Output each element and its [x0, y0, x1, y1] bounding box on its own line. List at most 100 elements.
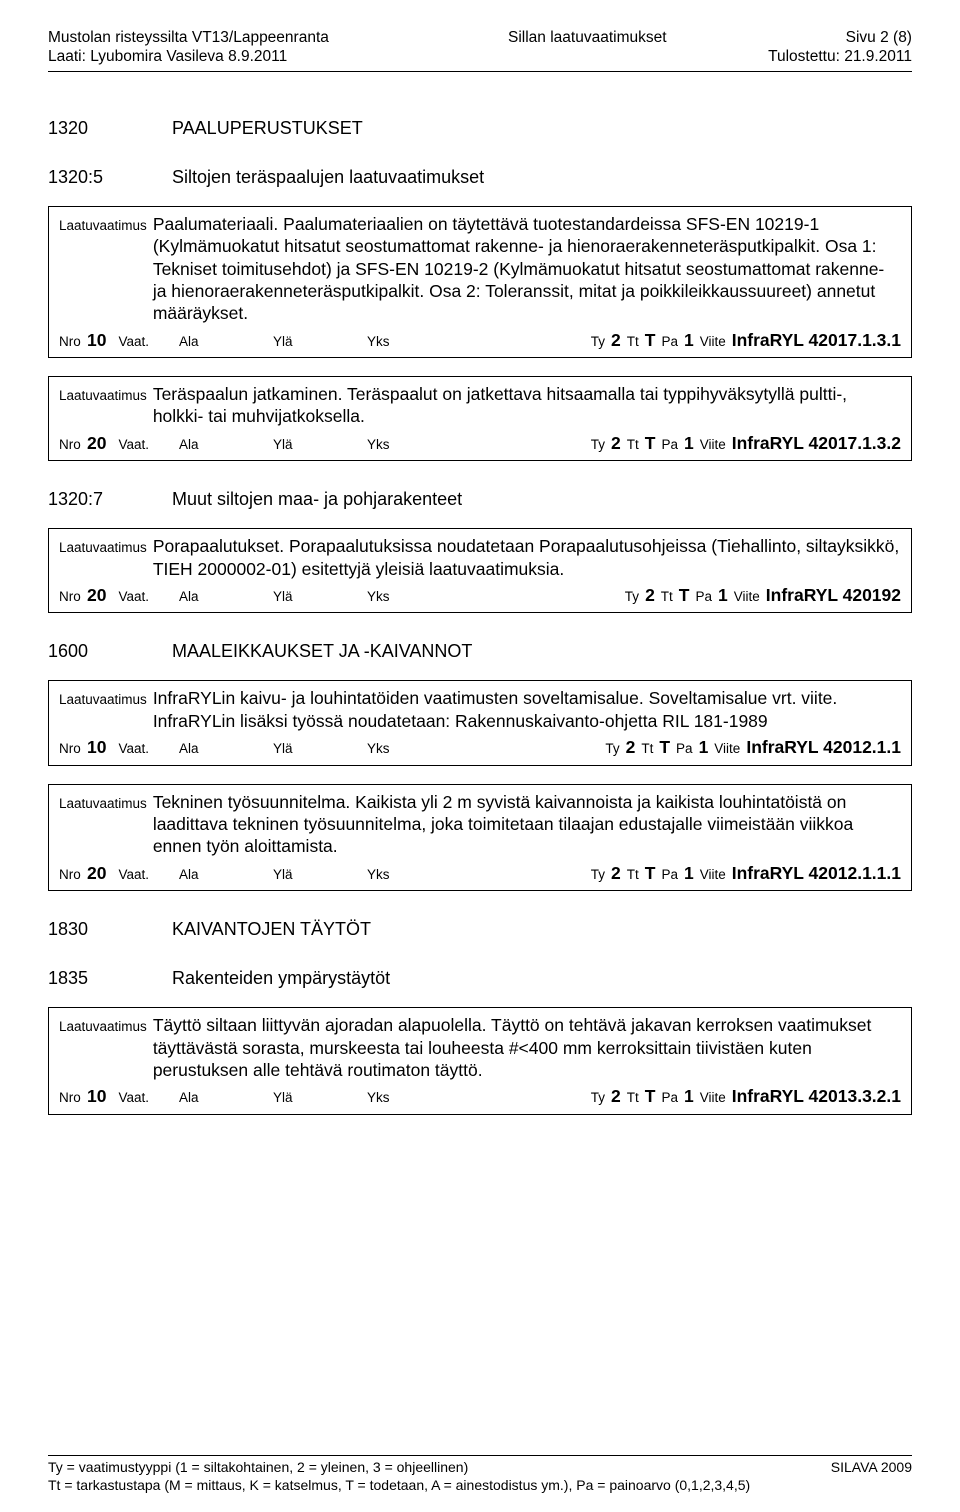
label-vaat: Vaat.	[118, 1089, 149, 1106]
label-viite: Viite	[734, 588, 760, 605]
label-yks: Yks	[367, 333, 403, 350]
label-tt: Tt	[661, 588, 673, 605]
value-ty: 2	[645, 584, 655, 606]
section-heading: 1320PAALUPERUSTUKSET	[48, 118, 912, 139]
label-vaat: Vaat.	[118, 333, 149, 350]
label-ala: Ala	[179, 866, 215, 883]
value-pa: 1	[684, 329, 694, 351]
label-ala: Ala	[179, 436, 215, 453]
entry-footer: Nro10Vaat.AlaYläYksTy2TtTPa1ViiteInfraRY…	[59, 329, 901, 351]
label-viite: Viite	[700, 866, 726, 883]
value-nro: 10	[87, 329, 106, 351]
header-right-1: Sivu 2 (8)	[846, 28, 912, 47]
label-yks: Yks	[367, 1089, 403, 1106]
value-ty: 2	[611, 329, 621, 351]
value-nro: 10	[87, 736, 106, 758]
entry-label: Laatuvaatimus	[59, 213, 153, 325]
label-nro: Nro	[59, 436, 83, 453]
label-viite: Viite	[714, 740, 740, 757]
entry-text: Paalumateriaali. Paalumateriaalien on tä…	[153, 213, 901, 325]
label-pa: Pa	[661, 866, 678, 883]
label-pa: Pa	[661, 1089, 678, 1106]
requirement-entry: LaatuvaatimusTeräspaalun jatkaminen. Ter…	[48, 376, 912, 461]
label-pa: Pa	[661, 333, 678, 350]
footer-left-1: Ty = vaatimustyyppi (1 = siltakohtainen,…	[48, 1459, 468, 1477]
section-title: Muut siltojen maa- ja pohjarakenteet	[172, 489, 462, 510]
header-rule	[48, 71, 912, 72]
section-number: 1600	[48, 641, 128, 662]
label-ty: Ty	[591, 1089, 605, 1106]
section-heading: 1600 MAALEIKKAUKSET JA -KAIVANNOT	[48, 641, 912, 662]
value-ty: 2	[611, 1085, 621, 1107]
label-yla: Ylä	[273, 436, 309, 453]
label-yla: Ylä	[273, 333, 309, 350]
entry-text: Tekninen työsuunnitelma. Kaikista yli 2 …	[153, 791, 901, 858]
label-yks: Yks	[367, 588, 403, 605]
section-title: Siltojen teräspaalujen laatuvaatimukset	[172, 167, 484, 188]
value-nro: 20	[87, 432, 106, 454]
value-nro: 20	[87, 862, 106, 884]
label-ala: Ala	[179, 333, 215, 350]
value-viite: InfraRYL 420192	[766, 584, 901, 606]
header-left-1: Mustolan risteyssilta VT13/Lappeenranta	[48, 28, 329, 47]
requirement-entry: LaatuvaatimusPorapaalutukset. Porapaalut…	[48, 528, 912, 613]
label-ty: Ty	[605, 740, 619, 757]
label-tt: Tt	[627, 866, 639, 883]
section-title: KAIVANTOJEN TÄYTÖT	[172, 919, 371, 940]
entry-text: InfraRYLin kaivu- ja louhintatöiden vaat…	[153, 687, 901, 732]
entry-label: Laatuvaatimus	[59, 687, 153, 732]
label-pa: Pa	[661, 436, 678, 453]
label-vaat: Vaat.	[118, 588, 149, 605]
section-title: Rakenteiden ympärystäytöt	[172, 968, 390, 989]
label-vaat: Vaat.	[118, 436, 149, 453]
header-center-1: Sillan laatuvaatimukset	[508, 28, 667, 47]
label-tt: Tt	[641, 740, 653, 757]
value-viite: InfraRYL 42012.1.1	[746, 736, 901, 758]
section-heading: 1835 Rakenteiden ympärystäytöt	[48, 968, 912, 989]
footer-left-2: Tt = tarkastustapa (M = mittaus, K = kat…	[48, 1477, 750, 1495]
section-heading: 1830KAIVANTOJEN TÄYTÖT	[48, 919, 912, 940]
label-nro: Nro	[59, 588, 83, 605]
value-nro: 20	[87, 584, 106, 606]
label-tt: Tt	[627, 333, 639, 350]
section-number: 1320	[48, 118, 128, 139]
value-tt: T	[645, 1085, 656, 1107]
label-ala: Ala	[179, 740, 215, 757]
entry-footer: Nro20Vaat.AlaYläYksTy2TtTPa1ViiteInfraRY…	[59, 432, 901, 454]
requirement-entry: LaatuvaatimusTekninen työsuunnitelma. Ka…	[48, 784, 912, 892]
value-viite: InfraRYL 42017.1.3.1	[732, 329, 901, 351]
section-heading: 1320:5Siltojen teräspaalujen laatuvaatim…	[48, 167, 912, 188]
entry-label: Laatuvaatimus	[59, 791, 153, 858]
value-pa: 1	[684, 862, 694, 884]
value-viite: InfraRYL 42012.1.1.1	[732, 862, 901, 884]
value-tt: T	[679, 584, 690, 606]
page-header: Mustolan risteyssilta VT13/Lappeenranta …	[48, 28, 912, 72]
label-yks: Yks	[367, 436, 403, 453]
label-yks: Yks	[367, 866, 403, 883]
value-tt: T	[645, 432, 656, 454]
label-viite: Viite	[700, 1089, 726, 1106]
requirement-entry: LaatuvaatimusPaalumateriaali. Paalumater…	[48, 206, 912, 358]
value-pa: 1	[699, 736, 709, 758]
label-nro: Nro	[59, 866, 83, 883]
value-pa: 1	[684, 432, 694, 454]
entry-footer: Nro20Vaat.AlaYläYksTy2TtTPa1ViiteInfraRY…	[59, 862, 901, 884]
value-tt: T	[645, 329, 656, 351]
value-tt: T	[659, 736, 670, 758]
label-ty: Ty	[625, 588, 639, 605]
label-ty: Ty	[591, 866, 605, 883]
value-pa: 1	[684, 1085, 694, 1107]
section-number: 1835	[48, 968, 128, 989]
label-ala: Ala	[179, 1089, 215, 1106]
label-tt: Tt	[627, 1089, 639, 1106]
label-yla: Ylä	[273, 866, 309, 883]
entry-footer: Nro10Vaat.AlaYläYksTy2TtTPa1ViiteInfraRY…	[59, 736, 901, 758]
label-ty: Ty	[591, 436, 605, 453]
entry-label: Laatuvaatimus	[59, 1014, 153, 1081]
requirement-entry: LaatuvaatimusTäyttö siltaan liittyvän aj…	[48, 1007, 912, 1115]
label-tt: Tt	[627, 436, 639, 453]
label-yla: Ylä	[273, 588, 309, 605]
entry-label: Laatuvaatimus	[59, 383, 153, 428]
entry-text: Porapaalutukset. Porapaalutuksissa nouda…	[153, 535, 901, 580]
section-title: MAALEIKKAUKSET JA -KAIVANNOT	[172, 641, 472, 662]
